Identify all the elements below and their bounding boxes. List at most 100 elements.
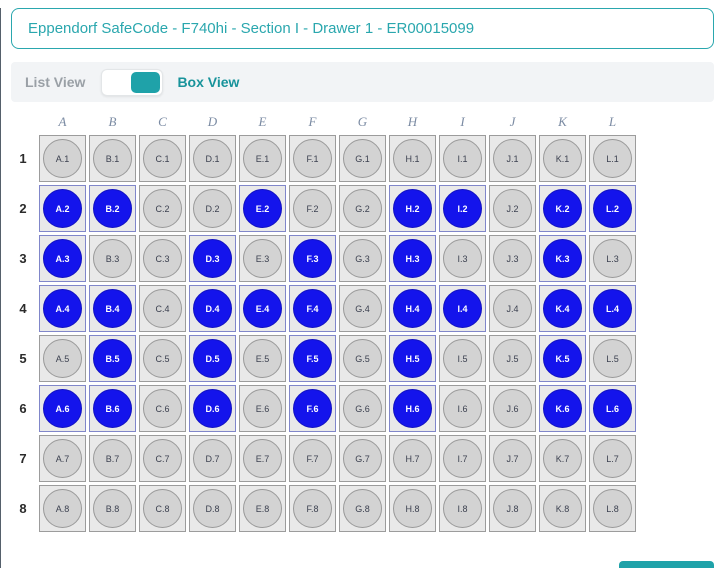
well-A.5[interactable]: A.5 [43, 339, 82, 378]
well-C.3[interactable]: C.3 [143, 239, 182, 278]
well-F.7[interactable]: F.7 [293, 439, 332, 478]
well-C.5[interactable]: C.5 [143, 339, 182, 378]
well-H.8[interactable]: H.8 [393, 489, 432, 528]
well-D.7[interactable]: D.7 [193, 439, 232, 478]
well-J.8[interactable]: J.8 [493, 489, 532, 528]
well-F.8[interactable]: F.8 [293, 489, 332, 528]
well-E.5[interactable]: E.5 [243, 339, 282, 378]
well-D.3[interactable]: D.3 [193, 239, 232, 278]
well-A.2[interactable]: A.2 [43, 189, 82, 228]
well-E.8[interactable]: E.8 [243, 489, 282, 528]
well-A.1[interactable]: A.1 [43, 139, 82, 178]
well-F.5[interactable]: F.5 [293, 339, 332, 378]
well-J.6[interactable]: J.6 [493, 389, 532, 428]
well-L.7[interactable]: L.7 [593, 439, 632, 478]
well-K.2[interactable]: K.2 [543, 189, 582, 228]
well-K.4[interactable]: K.4 [543, 289, 582, 328]
well-E.6[interactable]: E.6 [243, 389, 282, 428]
well-E.1[interactable]: E.1 [243, 139, 282, 178]
well-D.1[interactable]: D.1 [193, 139, 232, 178]
well-F.2[interactable]: F.2 [293, 189, 332, 228]
well-L.5[interactable]: L.5 [593, 339, 632, 378]
well-C.2[interactable]: C.2 [143, 189, 182, 228]
well-L.8[interactable]: L.8 [593, 489, 632, 528]
well-I.1[interactable]: I.1 [443, 139, 482, 178]
well-B.2[interactable]: B.2 [93, 189, 132, 228]
well-D.8[interactable]: D.8 [193, 489, 232, 528]
well-E.3[interactable]: E.3 [243, 239, 282, 278]
well-L.4[interactable]: L.4 [593, 289, 632, 328]
well-B.3[interactable]: B.3 [93, 239, 132, 278]
well-A.7[interactable]: A.7 [43, 439, 82, 478]
well-B.4[interactable]: B.4 [93, 289, 132, 328]
well-B.5[interactable]: B.5 [93, 339, 132, 378]
box-view-label[interactable]: Box View [177, 74, 240, 90]
well-I.7[interactable]: I.7 [443, 439, 482, 478]
well-C.1[interactable]: C.1 [143, 139, 182, 178]
well-H.6[interactable]: H.6 [393, 389, 432, 428]
well-F.3[interactable]: F.3 [293, 239, 332, 278]
well-H.4[interactable]: H.4 [393, 289, 432, 328]
well-H.5[interactable]: H.5 [393, 339, 432, 378]
well-D.2[interactable]: D.2 [193, 189, 232, 228]
well-I.8[interactable]: I.8 [443, 489, 482, 528]
well-K.3[interactable]: K.3 [543, 239, 582, 278]
well-D.6[interactable]: D.6 [193, 389, 232, 428]
well-K.6[interactable]: K.6 [543, 389, 582, 428]
well-L.1[interactable]: L.1 [593, 139, 632, 178]
well-F.6[interactable]: F.6 [293, 389, 332, 428]
well-A.4[interactable]: A.4 [43, 289, 82, 328]
well-E.7[interactable]: E.7 [243, 439, 282, 478]
well-I.2[interactable]: I.2 [443, 189, 482, 228]
well-C.7[interactable]: C.7 [143, 439, 182, 478]
well-H.3[interactable]: H.3 [393, 239, 432, 278]
well-G.3[interactable]: G.3 [343, 239, 382, 278]
well-K.8[interactable]: K.8 [543, 489, 582, 528]
well-J.2[interactable]: J.2 [493, 189, 532, 228]
well-L.2[interactable]: L.2 [593, 189, 632, 228]
well-H.7[interactable]: H.7 [393, 439, 432, 478]
well-K.7[interactable]: K.7 [543, 439, 582, 478]
well-J.5[interactable]: J.5 [493, 339, 532, 378]
well-I.4[interactable]: I.4 [443, 289, 482, 328]
list-view-label[interactable]: List View [25, 74, 86, 90]
well-C.4[interactable]: C.4 [143, 289, 182, 328]
well-I.3[interactable]: I.3 [443, 239, 482, 278]
well-B.7[interactable]: B.7 [93, 439, 132, 478]
well-C.8[interactable]: C.8 [143, 489, 182, 528]
well-G.6[interactable]: G.6 [343, 389, 382, 428]
well-J.7[interactable]: J.7 [493, 439, 532, 478]
well-J.1[interactable]: J.1 [493, 139, 532, 178]
well-B.6[interactable]: B.6 [93, 389, 132, 428]
well-E.4[interactable]: E.4 [243, 289, 282, 328]
well-G.7[interactable]: G.7 [343, 439, 382, 478]
well-G.5[interactable]: G.5 [343, 339, 382, 378]
well-L.3[interactable]: L.3 [593, 239, 632, 278]
well-E.2[interactable]: E.2 [243, 189, 282, 228]
well-A.6[interactable]: A.6 [43, 389, 82, 428]
well-G.4[interactable]: G.4 [343, 289, 382, 328]
well-B.8[interactable]: B.8 [93, 489, 132, 528]
well-F.4[interactable]: F.4 [293, 289, 332, 328]
well-H.2[interactable]: H.2 [393, 189, 432, 228]
well-G.2[interactable]: G.2 [343, 189, 382, 228]
view-toggle-switch[interactable] [101, 68, 164, 96]
well-H.1[interactable]: H.1 [393, 139, 432, 178]
well-L.6[interactable]: L.6 [593, 389, 632, 428]
well-I.6[interactable]: I.6 [443, 389, 482, 428]
well-A.3[interactable]: A.3 [43, 239, 82, 278]
well-G.1[interactable]: G.1 [343, 139, 382, 178]
well-A.8[interactable]: A.8 [43, 489, 82, 528]
well-B.1[interactable]: B.1 [93, 139, 132, 178]
well-I.5[interactable]: I.5 [443, 339, 482, 378]
well-G.8[interactable]: G.8 [343, 489, 382, 528]
well-K.1[interactable]: K.1 [543, 139, 582, 178]
well-D.4[interactable]: D.4 [193, 289, 232, 328]
footer-action-button[interactable] [619, 561, 714, 568]
well-J.3[interactable]: J.3 [493, 239, 532, 278]
well-J.4[interactable]: J.4 [493, 289, 532, 328]
well-K.5[interactable]: K.5 [543, 339, 582, 378]
well-D.5[interactable]: D.5 [193, 339, 232, 378]
well-F.1[interactable]: F.1 [293, 139, 332, 178]
well-C.6[interactable]: C.6 [143, 389, 182, 428]
